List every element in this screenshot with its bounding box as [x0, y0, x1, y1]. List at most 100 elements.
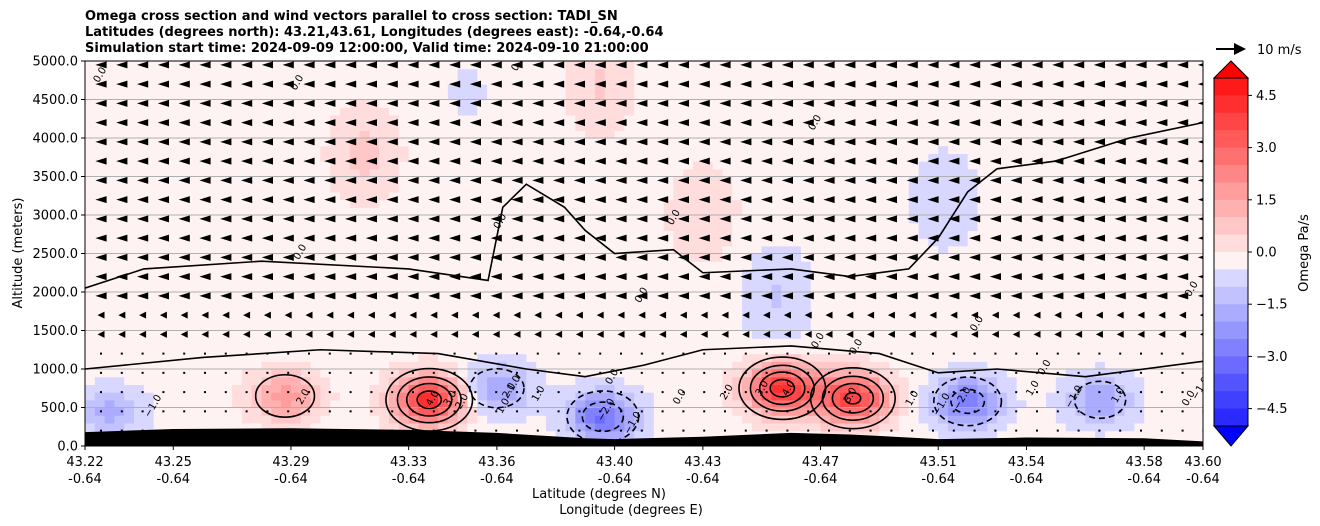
omega-cell — [526, 353, 537, 362]
omega-cell — [163, 276, 174, 285]
omega-cell — [849, 114, 861, 124]
omega-cell — [212, 114, 223, 124]
omega-cell — [565, 76, 576, 85]
omega-cell — [830, 245, 841, 255]
omega-cell — [751, 253, 763, 262]
omega-cell — [124, 230, 135, 239]
omega-cell — [565, 384, 576, 393]
omega-cell — [251, 168, 263, 178]
omega-cell — [781, 307, 792, 316]
omega-cell — [869, 322, 880, 332]
omega-cell — [496, 222, 508, 231]
omega-cell — [604, 415, 616, 424]
omega-cell — [359, 253, 371, 262]
omega-cell — [320, 392, 331, 401]
omega-cell — [398, 76, 410, 85]
omega-cell — [143, 361, 155, 370]
omega-cell — [967, 130, 979, 139]
omega-cell — [614, 407, 625, 416]
omega-cell — [487, 353, 498, 362]
omega-cell — [575, 345, 586, 355]
omega-cell — [604, 353, 616, 362]
omega-cell — [163, 145, 174, 154]
omega-cell — [477, 176, 488, 185]
omega-cell — [545, 384, 557, 393]
omega-cell — [742, 376, 753, 385]
omega-cell — [349, 161, 361, 170]
omega-cell — [496, 161, 508, 170]
omega-cell — [241, 261, 253, 270]
omega-cell — [997, 238, 1008, 247]
omega-cell — [712, 68, 724, 77]
omega-cell — [614, 392, 625, 401]
omega-cell — [967, 168, 979, 178]
omega-cell — [634, 322, 645, 332]
omega-cell — [771, 61, 782, 70]
omega-cell — [457, 299, 469, 308]
omega-cell — [859, 376, 871, 385]
omega-cell — [565, 338, 576, 347]
omega-cell — [948, 315, 959, 324]
omega-cell — [134, 422, 145, 432]
omega-cell — [1016, 430, 1028, 439]
omega-cell — [869, 392, 880, 401]
omega-cell — [810, 422, 822, 432]
omega-cell — [134, 76, 145, 85]
omega-cell — [349, 76, 361, 85]
omega-cell — [702, 261, 714, 270]
omega-cell — [702, 68, 714, 77]
omega-cell — [467, 91, 478, 101]
omega-cell — [693, 114, 704, 124]
omega-cell — [1016, 153, 1028, 162]
omega-cell — [771, 238, 782, 247]
omega-cell — [751, 315, 763, 324]
omega-cell — [290, 114, 302, 124]
omega-cell — [830, 230, 841, 239]
omega-cell — [594, 184, 606, 193]
omega-cell — [761, 384, 773, 393]
omega-cell — [820, 315, 831, 324]
omega-cell — [938, 122, 949, 131]
omega-cell — [163, 207, 174, 216]
omega-cell — [1016, 353, 1028, 362]
omega-cell — [271, 184, 282, 193]
omega-cell — [369, 145, 380, 154]
omega-cell — [908, 345, 920, 355]
omega-cell — [604, 84, 616, 93]
omega-cell — [771, 176, 782, 185]
omega-cell — [1016, 415, 1028, 424]
omega-cell — [438, 199, 449, 208]
omega-cell — [830, 61, 841, 70]
omega-cell — [653, 145, 665, 154]
omega-cell — [840, 399, 851, 409]
omega-cell — [1006, 361, 1018, 370]
omega-cell — [820, 238, 831, 247]
omega-cell — [575, 114, 586, 124]
omega-cell — [644, 68, 655, 77]
omega-cell — [104, 253, 116, 262]
omega-cell — [938, 407, 949, 416]
omega-cell — [791, 138, 802, 147]
omega-cell — [555, 222, 567, 231]
omega-cell — [457, 153, 469, 162]
omega-cell — [1046, 122, 1057, 131]
omega-cell — [379, 84, 390, 93]
omega-cell — [104, 230, 116, 239]
omega-cell — [830, 191, 841, 201]
omega-cell — [791, 215, 802, 224]
omega-cell — [467, 407, 478, 416]
omega-cell — [781, 114, 792, 124]
omega-cell — [938, 199, 949, 208]
omega-cell — [565, 191, 576, 201]
omega-cell — [624, 268, 635, 278]
omega-cell — [712, 107, 724, 116]
omega-cell — [261, 245, 272, 255]
omega-cell — [398, 415, 410, 424]
omega-cell — [565, 184, 576, 193]
omega-cell — [418, 122, 429, 131]
omega-cell — [791, 76, 802, 85]
omega-cell — [447, 161, 459, 170]
omega-cell — [575, 430, 586, 439]
omega-cell — [663, 407, 675, 416]
omega-cell — [369, 338, 380, 347]
